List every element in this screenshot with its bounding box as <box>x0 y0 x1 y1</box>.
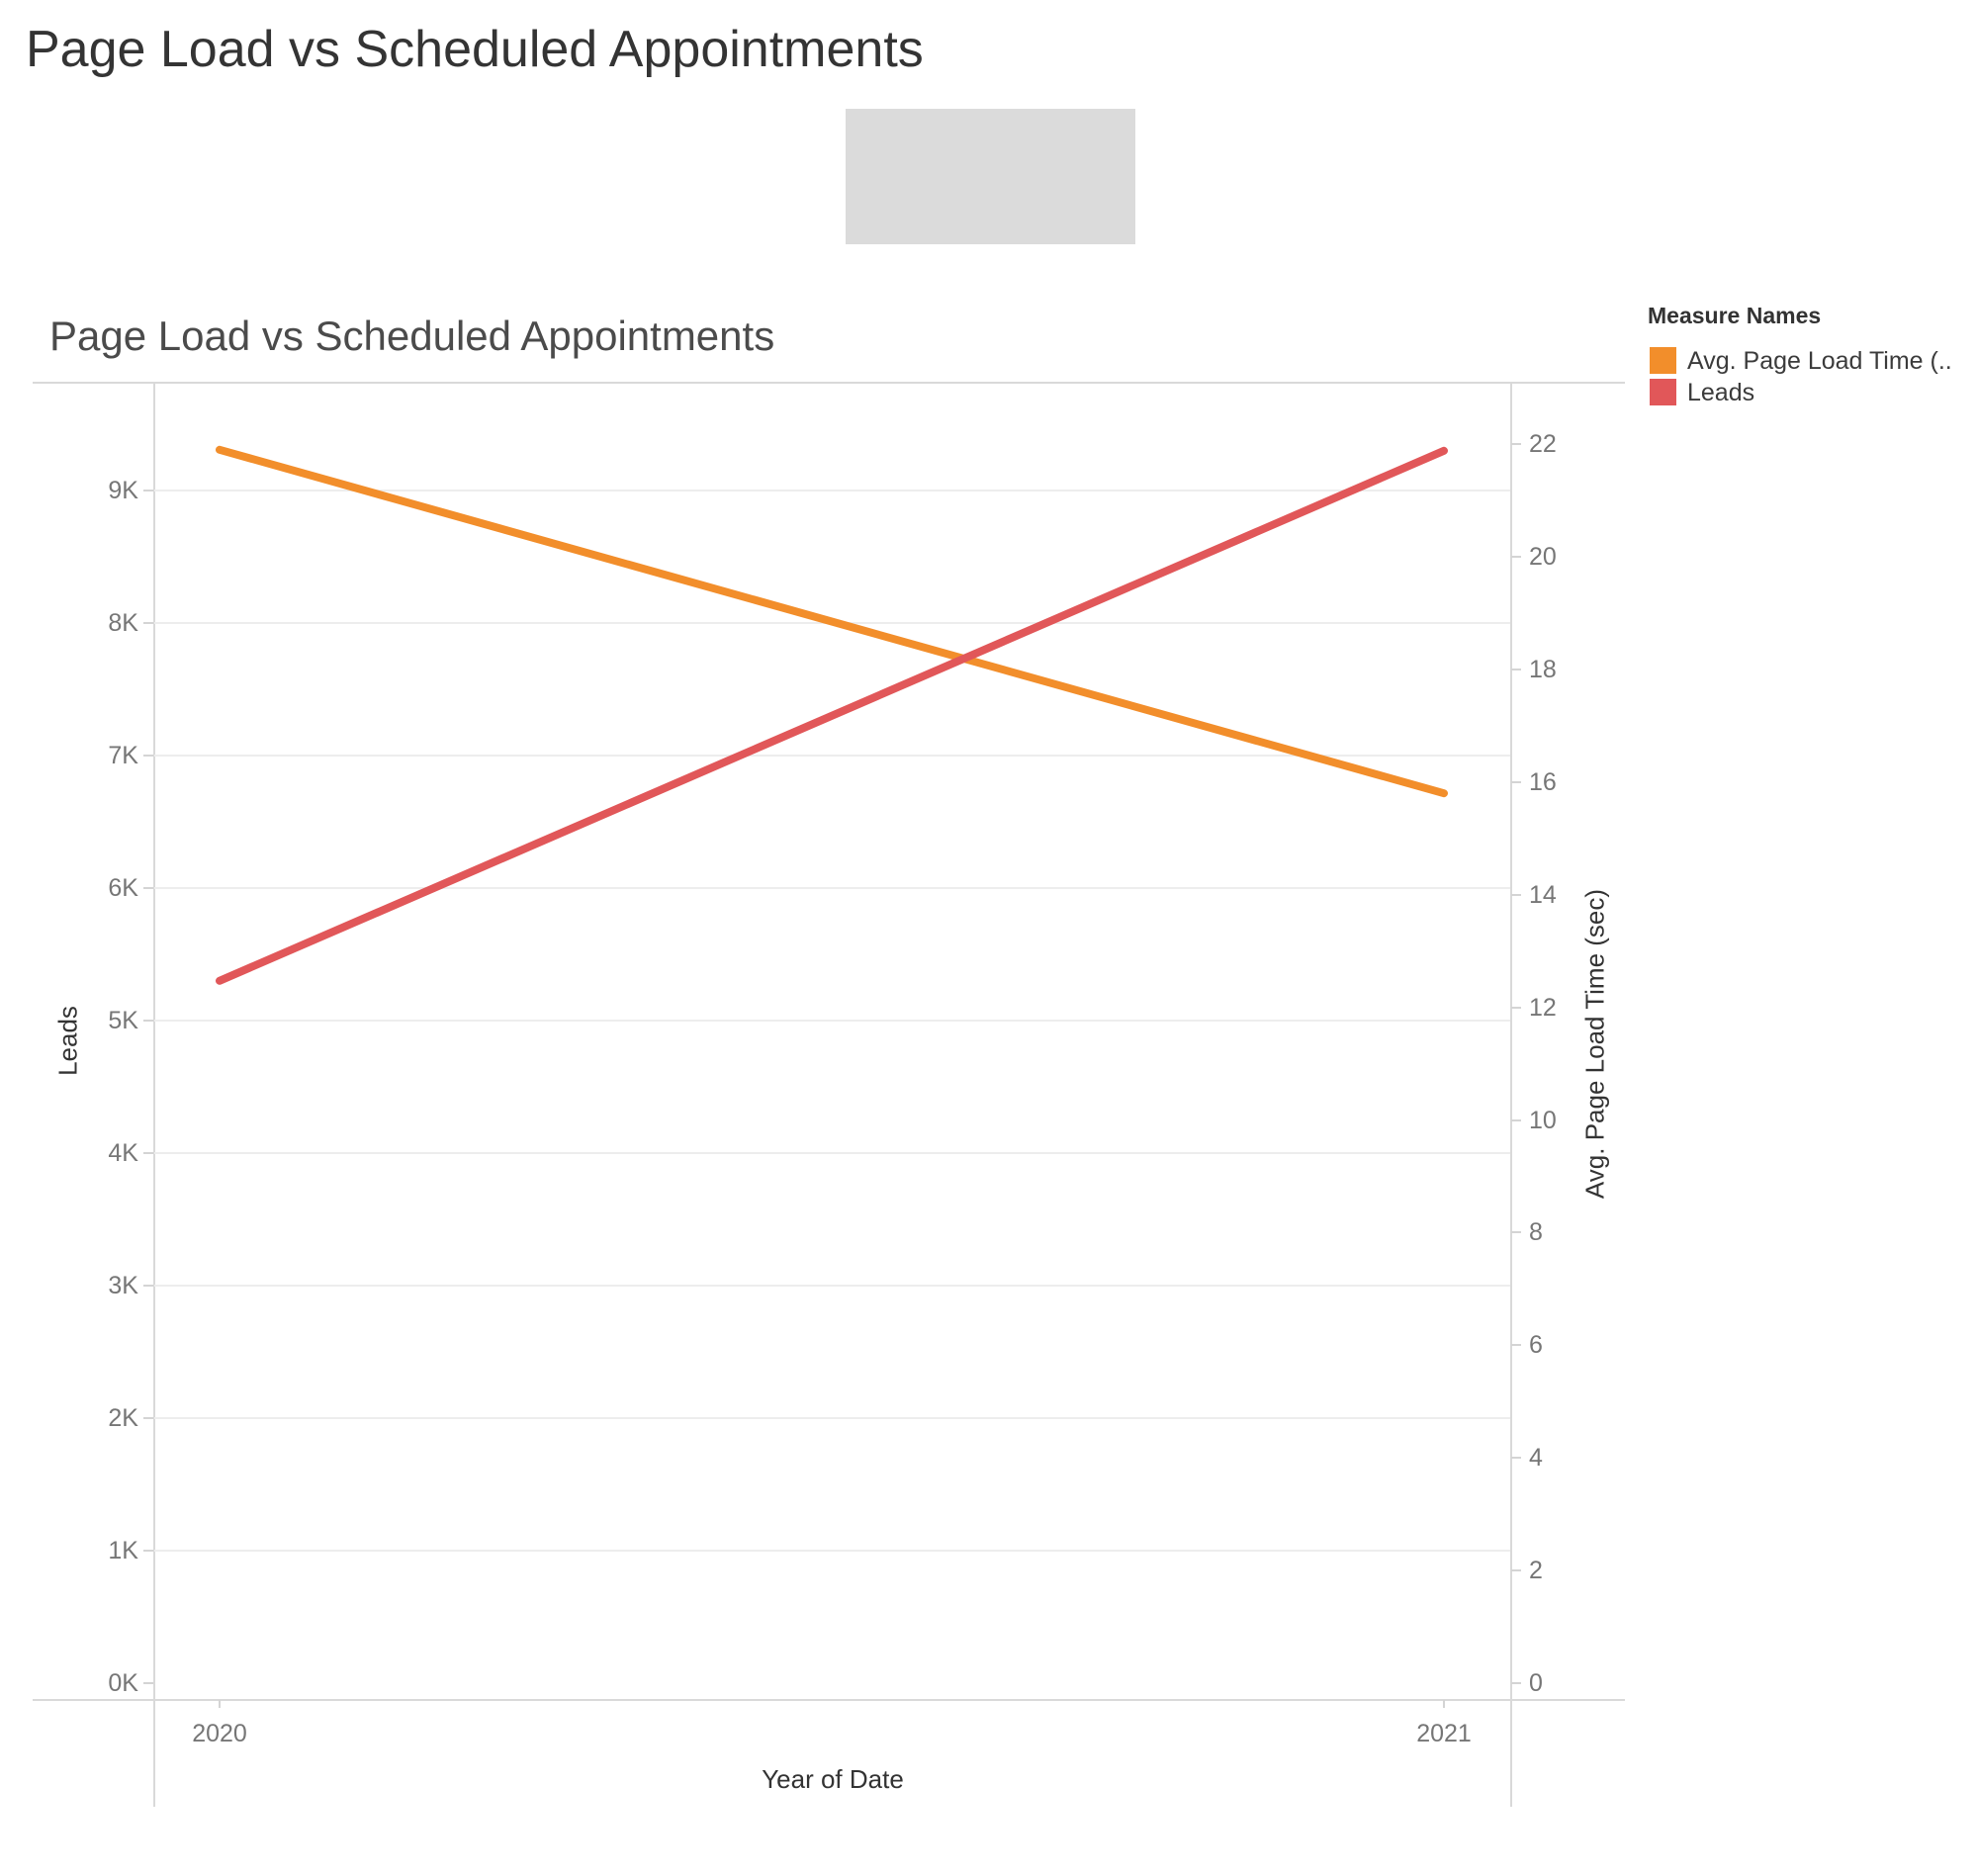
gridline <box>154 755 1510 757</box>
left-axis-title: Leads <box>52 1006 83 1076</box>
right-axis-tick-label: 4 <box>1529 1444 1543 1473</box>
gridline <box>154 1020 1510 1022</box>
left-axis-tick <box>143 755 153 757</box>
left-axis-tick-label: 1K <box>108 1537 138 1564</box>
right-axis-tick-label: 16 <box>1529 767 1557 796</box>
legend-item-label: Leads <box>1687 379 1755 406</box>
right-axis-tick-label: 0 <box>1529 1669 1543 1697</box>
right-axis-tick-label: 18 <box>1529 655 1557 683</box>
right-axis-tick <box>1511 556 1521 558</box>
left-axis-tick-label: 9K <box>108 477 138 504</box>
gridline <box>154 1285 1510 1287</box>
right-axis-tick-label: 12 <box>1529 993 1557 1022</box>
left-axis-tick <box>143 887 153 889</box>
left-axis-tick-label: 8K <box>108 609 138 637</box>
gridline <box>154 490 1510 491</box>
left-axis-tick <box>143 1550 153 1552</box>
x-axis-tick-label: 2020 <box>192 1720 247 1747</box>
right-axis-tick-label: 20 <box>1529 543 1557 571</box>
right-axis-tick <box>1511 1682 1521 1684</box>
legend-title: Measure Names <box>1648 303 1822 328</box>
right-axis-tick <box>1511 893 1521 896</box>
right-axis-tick-label: 14 <box>1529 880 1557 909</box>
left-axis-tick-label: 2K <box>108 1404 138 1432</box>
gridline <box>154 1152 1510 1154</box>
line-leads[interactable] <box>216 446 1448 985</box>
worksheet-title: Page Load vs Scheduled Appointments <box>49 313 775 359</box>
right-axis-tick-label: 6 <box>1529 1331 1543 1360</box>
x-axis-tick <box>219 1700 221 1708</box>
left-axis-tick-label: 7K <box>108 742 138 769</box>
left-axis-tick <box>143 1682 153 1684</box>
left-axis-tick <box>143 1152 153 1154</box>
right-axis-tick <box>1511 1569 1521 1572</box>
right-axis-tick <box>1511 1118 1521 1121</box>
legend-swatch-leads[interactable] <box>1650 379 1676 405</box>
dashboard-title: Page Load vs Scheduled Appointments <box>26 21 924 78</box>
gridline <box>154 1417 1510 1419</box>
gridline <box>154 1550 1510 1552</box>
right-axis-tick <box>1511 668 1521 670</box>
pane-top-border <box>33 382 1625 384</box>
line-avg-page-load-time-sec[interactable] <box>216 445 1448 798</box>
left-axis-tick-label: 0K <box>108 1669 138 1697</box>
right-axis-tick <box>1511 780 1521 783</box>
left-axis-tick <box>143 490 153 491</box>
pane-bottom-border <box>33 1699 1625 1701</box>
left-axis-tick-label: 5K <box>108 1007 138 1034</box>
left-axis-tick-label: 4K <box>108 1139 138 1167</box>
legend-swatch-avg-page-load-time[interactable] <box>1650 347 1676 374</box>
right-axis-tick-label: 10 <box>1529 1106 1557 1134</box>
left-axis-tick <box>143 622 153 624</box>
plot-area[interactable] <box>154 383 1510 1699</box>
right-axis-tick <box>1511 443 1521 446</box>
right-axis-tick <box>1511 1006 1521 1009</box>
left-axis-tick-label: 6K <box>108 874 138 902</box>
right-axis-tick-label: 22 <box>1529 430 1557 459</box>
right-axis-tick <box>1511 1344 1521 1347</box>
right-axis-tick-label: 8 <box>1529 1218 1543 1247</box>
right-axis-tick <box>1511 1231 1521 1234</box>
left-axis-line <box>153 383 155 1807</box>
gridline <box>154 887 1510 889</box>
right-axis-line <box>1510 383 1512 1807</box>
right-axis-title: Avg. Page Load Time (sec) <box>1579 888 1610 1200</box>
left-axis-tick <box>143 1020 153 1022</box>
left-axis-tick <box>143 1417 153 1419</box>
legend-item-label: Avg. Page Load Time (.. <box>1687 347 1952 375</box>
left-axis-tick <box>143 1285 153 1287</box>
left-axis-tick-label: 3K <box>108 1272 138 1299</box>
right-axis-tick-label: 2 <box>1529 1557 1543 1585</box>
gray-placeholder-box <box>846 109 1135 244</box>
right-axis-tick <box>1511 1457 1521 1460</box>
x-axis-title: Year of Date <box>762 1764 904 1794</box>
x-axis-tick-label: 2021 <box>1416 1720 1472 1747</box>
x-axis-tick <box>1443 1700 1445 1708</box>
